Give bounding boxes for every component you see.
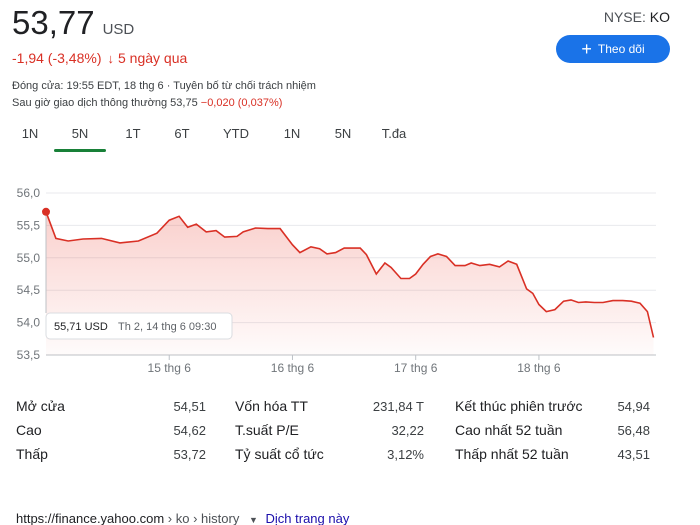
arrow-down-icon: ↓ [107, 50, 114, 66]
tab-ytd[interactable]: YTD [223, 126, 249, 141]
translate-link[interactable]: Dịch trang này [265, 511, 350, 525]
change-period: 5 ngày qua [117, 50, 188, 66]
x-tick-label: 17 thg 6 [394, 361, 438, 375]
chart-tooltip: 55,71 USD Th 2, 14 thg 6 09:30 [45, 312, 233, 340]
cursor-dot [42, 207, 50, 216]
tooltip-time: Th 2, 14 thg 6 09:30 [118, 321, 216, 333]
plus-icon: + [581, 39, 592, 59]
source-breadcrumb: https://finance.yahoo.com › ko › history… [16, 511, 349, 525]
stat-value: 54,51 [173, 399, 206, 414]
stat-label: T.suất P/E [235, 422, 299, 438]
tab-6m[interactable]: 6T [174, 126, 190, 141]
y-tick-label: 55,0 [17, 251, 41, 265]
tab-max[interactable]: T.đa [381, 126, 407, 141]
breadcrumb-separator: › [167, 511, 176, 525]
tab-1y[interactable]: 1N [283, 126, 301, 141]
stat-label: Mở cửa [16, 398, 65, 414]
stat-label: Vốn hóa TT [235, 398, 308, 414]
y-axis: 56,0 55,5 55,0 54,5 54,0 53,5 [17, 186, 41, 362]
stat-value: 231,84 T [372, 399, 424, 414]
stat-value: 53,72 [173, 447, 206, 462]
price-line [45, 211, 655, 338]
follow-label: Theo dõi [597, 42, 645, 56]
tab-5d[interactable]: 5N [52, 126, 108, 152]
change-value: -1,94 (-3,48%) [12, 50, 102, 66]
stat-label: Thấp nhất 52 tuần [455, 446, 569, 462]
follow-button[interactable]: + Theo dõi [556, 35, 670, 63]
x-axis: 15 thg 6 16 thg 6 17 thg 6 18 thg 6 [148, 355, 561, 375]
x-tick-label: 16 thg 6 [271, 361, 315, 375]
stat-value: 43,51 [617, 447, 650, 462]
y-tick-label: 55,5 [17, 218, 41, 232]
current-price: 53,77 [12, 4, 95, 41]
y-tick-label: 56,0 [17, 186, 41, 200]
breadcrumb-separator: › [193, 511, 202, 525]
closed-note: Đóng cửa: 19:55 EDT, 18 thg 6 · Tuyên bố… [12, 80, 316, 92]
stat-value: 56,48 [617, 423, 650, 438]
stat-label: Tỷ suất cổ tức [235, 446, 324, 462]
exchange-ticker: NYSE: KO [604, 9, 670, 25]
stat-value: 3,12% [387, 447, 424, 462]
after-hours-label: Sau giờ giao dịch thông thường 53,75 [12, 97, 201, 109]
stat-label: Cao nhất 52 tuần [455, 422, 563, 438]
range-tabs: 1N 5N 1T 6T YTD 1N 5N T.đa [8, 126, 420, 152]
after-hours-change: −0,020 (0,037%) [200, 97, 283, 109]
price-change: -1,94 (-3,48%) ↓ 5 ngày qua [12, 50, 187, 66]
price-header: 53,77 USD [12, 4, 134, 42]
tab-1m[interactable]: 1T [125, 126, 141, 141]
stat-value: 32,22 [391, 423, 424, 438]
exchange-name: NYSE: [603, 9, 650, 25]
ticker-symbol: KO [649, 9, 670, 25]
tooltip-box [45, 312, 233, 340]
breadcrumb-history: history [201, 511, 240, 525]
y-tick-label: 53,5 [17, 348, 41, 362]
x-tick-label: 18 thg 6 [517, 361, 561, 375]
y-tick-label: 54,5 [17, 283, 41, 297]
stat-label: Cao [16, 422, 42, 438]
stat-label: Kết thúc phiên trước [455, 398, 583, 414]
tooltip-price: 55,71 USD [54, 321, 108, 333]
source-url[interactable]: https://finance.yahoo.com [16, 511, 165, 525]
x-tick-label: 15 thg 6 [148, 361, 192, 375]
currency-label: USD [102, 21, 135, 38]
stat-value: 54,94 [617, 399, 650, 414]
after-hours: Sau giờ giao dịch thông thường 53,75 −0,… [12, 97, 282, 109]
dropdown-triangle-icon[interactable]: ▼ [248, 515, 258, 525]
tab-5y[interactable]: 5N [334, 126, 352, 141]
stat-value: 54,62 [173, 423, 206, 438]
stat-label: Thấp [16, 446, 48, 462]
breadcrumb-ko: ko [175, 511, 190, 525]
y-tick-label: 54,0 [17, 316, 41, 330]
price-chart[interactable]: 56,0 55,5 55,0 54,5 54,0 53,5 15 thg 6 16 thg … [0, 178, 700, 383]
tab-1d[interactable]: 1N [21, 126, 39, 141]
